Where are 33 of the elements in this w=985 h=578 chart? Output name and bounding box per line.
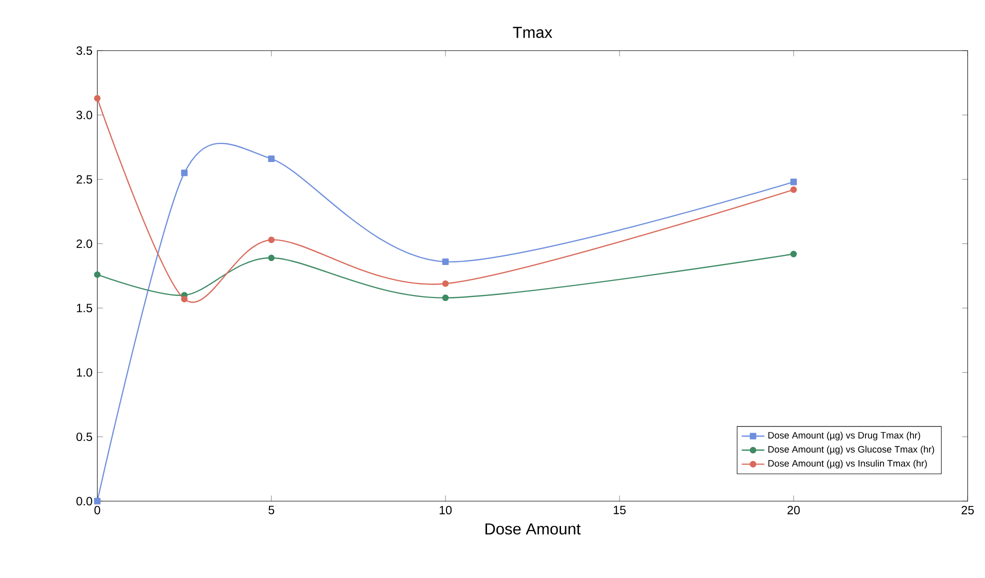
point xyxy=(181,169,188,176)
x-tick-label: 10 xyxy=(440,506,452,514)
y-tick-label: 1.0 xyxy=(76,368,92,376)
point xyxy=(442,280,449,287)
chart-title: Tmax xyxy=(512,26,552,38)
point xyxy=(790,250,797,258)
y-tick-label: 2.5 xyxy=(76,174,92,184)
legend-label: Dose Amount (µg) vs Drug Tmax (hr) xyxy=(768,432,920,440)
point xyxy=(268,254,275,261)
point xyxy=(94,94,101,102)
point xyxy=(790,178,797,185)
point xyxy=(442,258,449,265)
y-tick-label: 2.0 xyxy=(76,239,92,248)
y-tick-label: 0.5 xyxy=(76,432,92,441)
point xyxy=(790,186,797,193)
x-tick-label: 0 xyxy=(94,506,100,514)
legend-label: Dose Amount (µg) vs Insulin Tmax (hr) xyxy=(768,460,927,468)
point xyxy=(181,296,188,302)
point xyxy=(268,155,275,162)
legend-label: Dose Amount (µg) vs Glucose Tmax (hr) xyxy=(768,446,934,454)
x-tick-label: 5 xyxy=(268,506,274,514)
point xyxy=(94,271,101,278)
y-tick-label: 3.0 xyxy=(76,110,92,120)
point xyxy=(268,236,275,243)
x-tick-label: 25 xyxy=(962,506,974,514)
point xyxy=(442,294,449,301)
x-axis-title: Dose Amount xyxy=(486,523,581,534)
x-tick-label: 20 xyxy=(788,506,800,514)
point xyxy=(94,498,101,504)
x-tick-label: 15 xyxy=(614,506,626,514)
y-tick-label: 1.5 xyxy=(76,304,92,312)
y-tick-label: 0.0 xyxy=(76,496,92,506)
y-tick-label: 3.5 xyxy=(76,46,92,55)
